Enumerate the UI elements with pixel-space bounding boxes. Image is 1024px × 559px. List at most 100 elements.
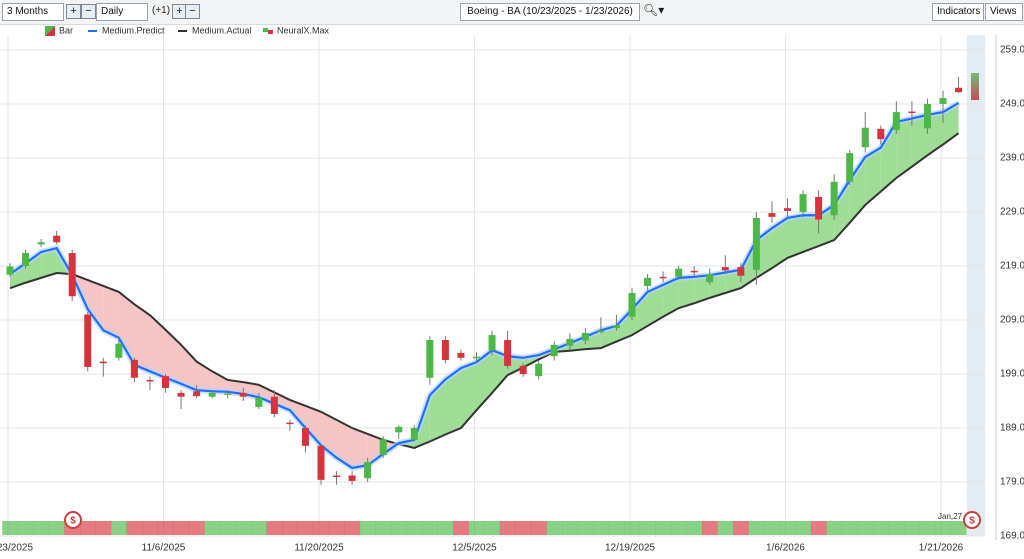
candle-body — [752, 217, 760, 270]
band-fill — [911, 114, 928, 167]
y-tick-label: 189.00 — [1000, 423, 1024, 434]
signal-segment — [717, 521, 734, 535]
signal-segment — [157, 521, 174, 535]
candle-body — [130, 359, 138, 378]
x-tick-label: 12/19/2025 — [605, 543, 655, 554]
candle-body — [22, 253, 30, 266]
candle-body — [317, 445, 325, 480]
signal-segment — [297, 521, 314, 535]
signal-segment — [810, 521, 827, 535]
x-tick-label: 1/6/2026 — [766, 543, 805, 554]
candle-body — [457, 352, 465, 358]
candle-body — [6, 266, 14, 275]
candle-body — [177, 392, 185, 397]
candle-body — [628, 293, 636, 317]
y-tick-label: 249.00 — [1000, 99, 1024, 110]
signal-segment — [142, 521, 159, 535]
x-tick-label: 11/6/2025 — [142, 543, 186, 554]
band-fill — [181, 344, 197, 391]
y-tick-label: 259.00 — [1000, 45, 1024, 56]
band-fill — [87, 280, 104, 331]
signal-segment — [950, 521, 967, 535]
candle-body — [115, 343, 123, 358]
dividend-icon-glyph: $ — [70, 516, 76, 527]
signal-segment — [48, 521, 65, 535]
candle-body — [690, 270, 698, 273]
candle-body — [737, 267, 745, 276]
signal-segment — [33, 521, 50, 535]
signal-segment — [701, 521, 718, 535]
y-tick-label: 169.00 — [1000, 531, 1024, 542]
candle-body — [799, 194, 807, 212]
candle-body — [255, 397, 263, 407]
candle-body — [877, 128, 885, 140]
band-fill — [507, 356, 524, 376]
band-fill — [632, 291, 648, 336]
toolbar: 3 Months + − Daily (+1) + − Boeing - BA … — [0, 0, 1024, 25]
signal-segment — [748, 521, 765, 535]
candle-body — [784, 208, 791, 211]
band-fill — [709, 272, 726, 298]
indicators-button[interactable]: Indicators — [932, 3, 984, 21]
signal-segment — [282, 521, 298, 535]
candle-body — [84, 314, 92, 367]
legend-label: Bar — [59, 25, 73, 35]
band-fill — [787, 215, 804, 258]
interval-select[interactable]: Daily — [96, 3, 148, 21]
signal-segment — [406, 521, 423, 535]
candle-body — [846, 153, 854, 182]
signal-segment — [266, 521, 283, 535]
candle-body — [99, 361, 107, 364]
search-button[interactable]: 🔍︎▾ — [643, 3, 665, 17]
signal-segment — [795, 521, 812, 535]
views-button[interactable]: Views — [985, 3, 1023, 21]
band-fill — [25, 251, 42, 283]
candle-body — [597, 330, 605, 333]
candle-body — [706, 274, 714, 283]
candle-body — [581, 332, 589, 341]
candle-body — [68, 253, 76, 297]
candle-body — [644, 277, 652, 286]
period-offset: (+1) — [152, 5, 171, 16]
range-select[interactable]: 3 Months — [2, 3, 64, 21]
band-fill — [896, 118, 912, 178]
y-tick-label: 209.00 — [1000, 315, 1024, 326]
signal-segment — [235, 521, 252, 535]
band-fill — [647, 284, 664, 326]
band-fill — [149, 315, 166, 378]
zoom-in[interactable]: + — [66, 4, 81, 19]
x-tick-label: 11/20/2025 — [294, 543, 344, 554]
dividend-icon — [963, 511, 981, 529]
band-fill — [803, 215, 819, 252]
band-fill — [943, 102, 959, 145]
symbol-field[interactable]: Boeing - BA (10/23/2025 - 1/23/2026) — [460, 3, 640, 21]
candle-body — [535, 363, 543, 377]
candle-body — [286, 422, 294, 425]
candle-body — [473, 356, 480, 359]
band-fill — [476, 350, 493, 411]
candle-body — [861, 127, 869, 148]
signal-segment — [313, 521, 330, 535]
legend-icon — [263, 28, 268, 32]
signal-segment — [888, 521, 905, 535]
signal-segment — [422, 521, 438, 535]
candle-body — [301, 428, 309, 446]
offset-minus[interactable]: − — [185, 4, 200, 19]
x-tick-label: 12/5/2025 — [452, 543, 497, 554]
band-fill — [927, 112, 943, 156]
candle-body — [224, 393, 232, 395]
candle-body — [675, 268, 683, 277]
signal-segment — [686, 521, 703, 535]
band-fill — [694, 275, 710, 304]
candle-body — [333, 475, 341, 478]
band-fill — [725, 269, 741, 293]
y-tick-label: 199.00 — [1000, 369, 1024, 380]
signal-segment — [826, 521, 843, 535]
zoom-out[interactable]: − — [81, 4, 96, 19]
signal-segment — [437, 521, 454, 535]
band-fill — [834, 180, 850, 241]
signal-segment — [95, 521, 112, 535]
signal-segment — [515, 521, 532, 535]
legend-label: Medium.Predict — [102, 25, 165, 35]
signal-segment — [919, 521, 936, 535]
